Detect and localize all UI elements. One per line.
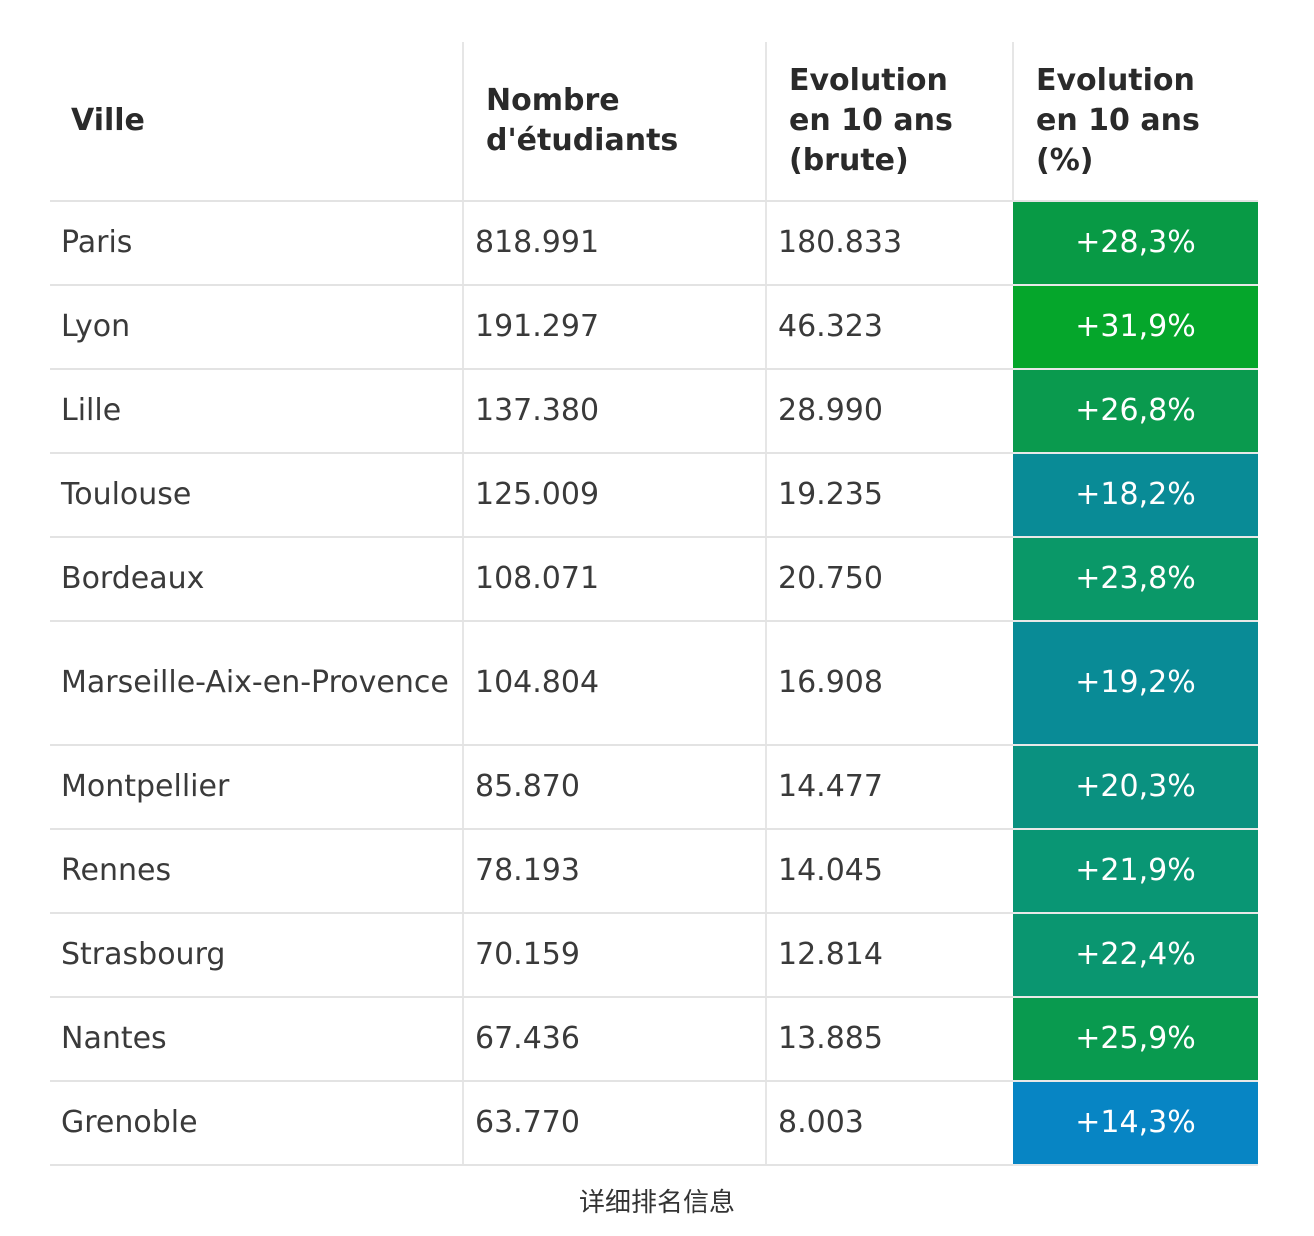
cell-city: Toulouse: [50, 453, 463, 538]
ranking-details-caption: 详细排名信息: [578, 1188, 735, 1218]
cell-evolution-raw: 8.003: [765, 1081, 1013, 1166]
cell-evolution-percent: +18,2%: [1013, 453, 1258, 538]
cell-evolution-percent: +25,9%: [1013, 997, 1258, 1082]
cell-evolution-raw: 14.477: [765, 745, 1013, 830]
header-evolution-percent: Evolution en 10 ans (%): [1012, 42, 1258, 202]
cell-students: 63.770: [462, 1081, 766, 1166]
cell-evolution-raw: 20.750: [765, 537, 1013, 622]
table-row: Montpellier 85.870 14.477 +20,3%: [50, 745, 1258, 830]
cell-students: 818.991: [462, 201, 766, 286]
cell-evolution-raw: 46.323: [765, 285, 1013, 370]
cell-evolution-percent: +23,8%: [1013, 537, 1258, 622]
cell-city: Paris: [50, 201, 463, 286]
cell-evolution-percent: +26,8%: [1013, 369, 1258, 454]
cell-city: Lyon: [50, 285, 463, 370]
cell-evolution-percent: +21,9%: [1013, 829, 1258, 914]
cell-evolution-percent: +31,9%: [1013, 285, 1258, 370]
cell-evolution-percent: +14,3%: [1013, 1081, 1258, 1166]
cell-city: Marseille-Aix-en-Provence: [50, 621, 463, 746]
cell-students: 67.436: [462, 997, 766, 1082]
cell-evolution-raw: 28.990: [765, 369, 1013, 454]
header-students: Nombre d'étudiants: [462, 42, 766, 202]
header-evolution-raw: Evolution en 10 ans (brute): [765, 42, 1013, 202]
cell-city: Montpellier: [50, 745, 463, 830]
cell-evolution-raw: 19.235: [765, 453, 1013, 538]
table-row: Paris 818.991 180.833 +28,3%: [50, 201, 1258, 286]
cell-students: 137.380: [462, 369, 766, 454]
student-cities-table: Ville Nombre d'étudiants Evolution en 10…: [50, 42, 1258, 1166]
cell-students: 104.804: [462, 621, 766, 746]
cell-evolution-percent: +20,3%: [1013, 745, 1258, 830]
cell-students: 78.193: [462, 829, 766, 914]
cell-students: 85.870: [462, 745, 766, 830]
cell-city: Nantes: [50, 997, 463, 1082]
table-row: Marseille-Aix-en-Provence 104.804 16.908…: [50, 621, 1258, 746]
cell-evolution-raw: 14.045: [765, 829, 1013, 914]
cell-students: 108.071: [462, 537, 766, 622]
cell-evolution-raw: 13.885: [765, 997, 1013, 1082]
cell-city: Rennes: [50, 829, 463, 914]
cell-city: Strasbourg: [50, 913, 463, 998]
cell-students: 191.297: [462, 285, 766, 370]
table-row: Lyon 191.297 46.323 +31,9%: [50, 285, 1258, 370]
table-header-row: Ville Nombre d'étudiants Evolution en 10…: [50, 42, 1258, 202]
cell-students: 125.009: [462, 453, 766, 538]
cell-evolution-raw: 12.814: [765, 913, 1013, 998]
cell-city: Lille: [50, 369, 463, 454]
table-row: Bordeaux 108.071 20.750 +23,8%: [50, 537, 1258, 622]
cell-evolution-raw: 180.833: [765, 201, 1013, 286]
cell-city: Grenoble: [50, 1081, 463, 1166]
cell-evolution-percent: +28,3%: [1013, 201, 1258, 286]
cell-evolution-percent: +19,2%: [1013, 621, 1258, 746]
cell-city: Bordeaux: [50, 537, 463, 622]
table-row: Grenoble 63.770 8.003 +14,3%: [50, 1081, 1258, 1166]
table-row: Toulouse 125.009 19.235 +18,2%: [50, 453, 1258, 538]
student-cities-table-container: Ville Nombre d'étudiants Evolution en 10…: [50, 42, 1258, 1166]
table-row: Lille 137.380 28.990 +26,8%: [50, 369, 1258, 454]
cell-evolution-percent: +22,4%: [1013, 913, 1258, 998]
table-row: Rennes 78.193 14.045 +21,9%: [50, 829, 1258, 914]
table-row: Nantes 67.436 13.885 +25,9%: [50, 997, 1258, 1082]
cell-evolution-raw: 16.908: [765, 621, 1013, 746]
cell-students: 70.159: [462, 913, 766, 998]
table-row: Strasbourg 70.159 12.814 +22,4%: [50, 913, 1258, 998]
header-city: Ville: [50, 42, 463, 202]
